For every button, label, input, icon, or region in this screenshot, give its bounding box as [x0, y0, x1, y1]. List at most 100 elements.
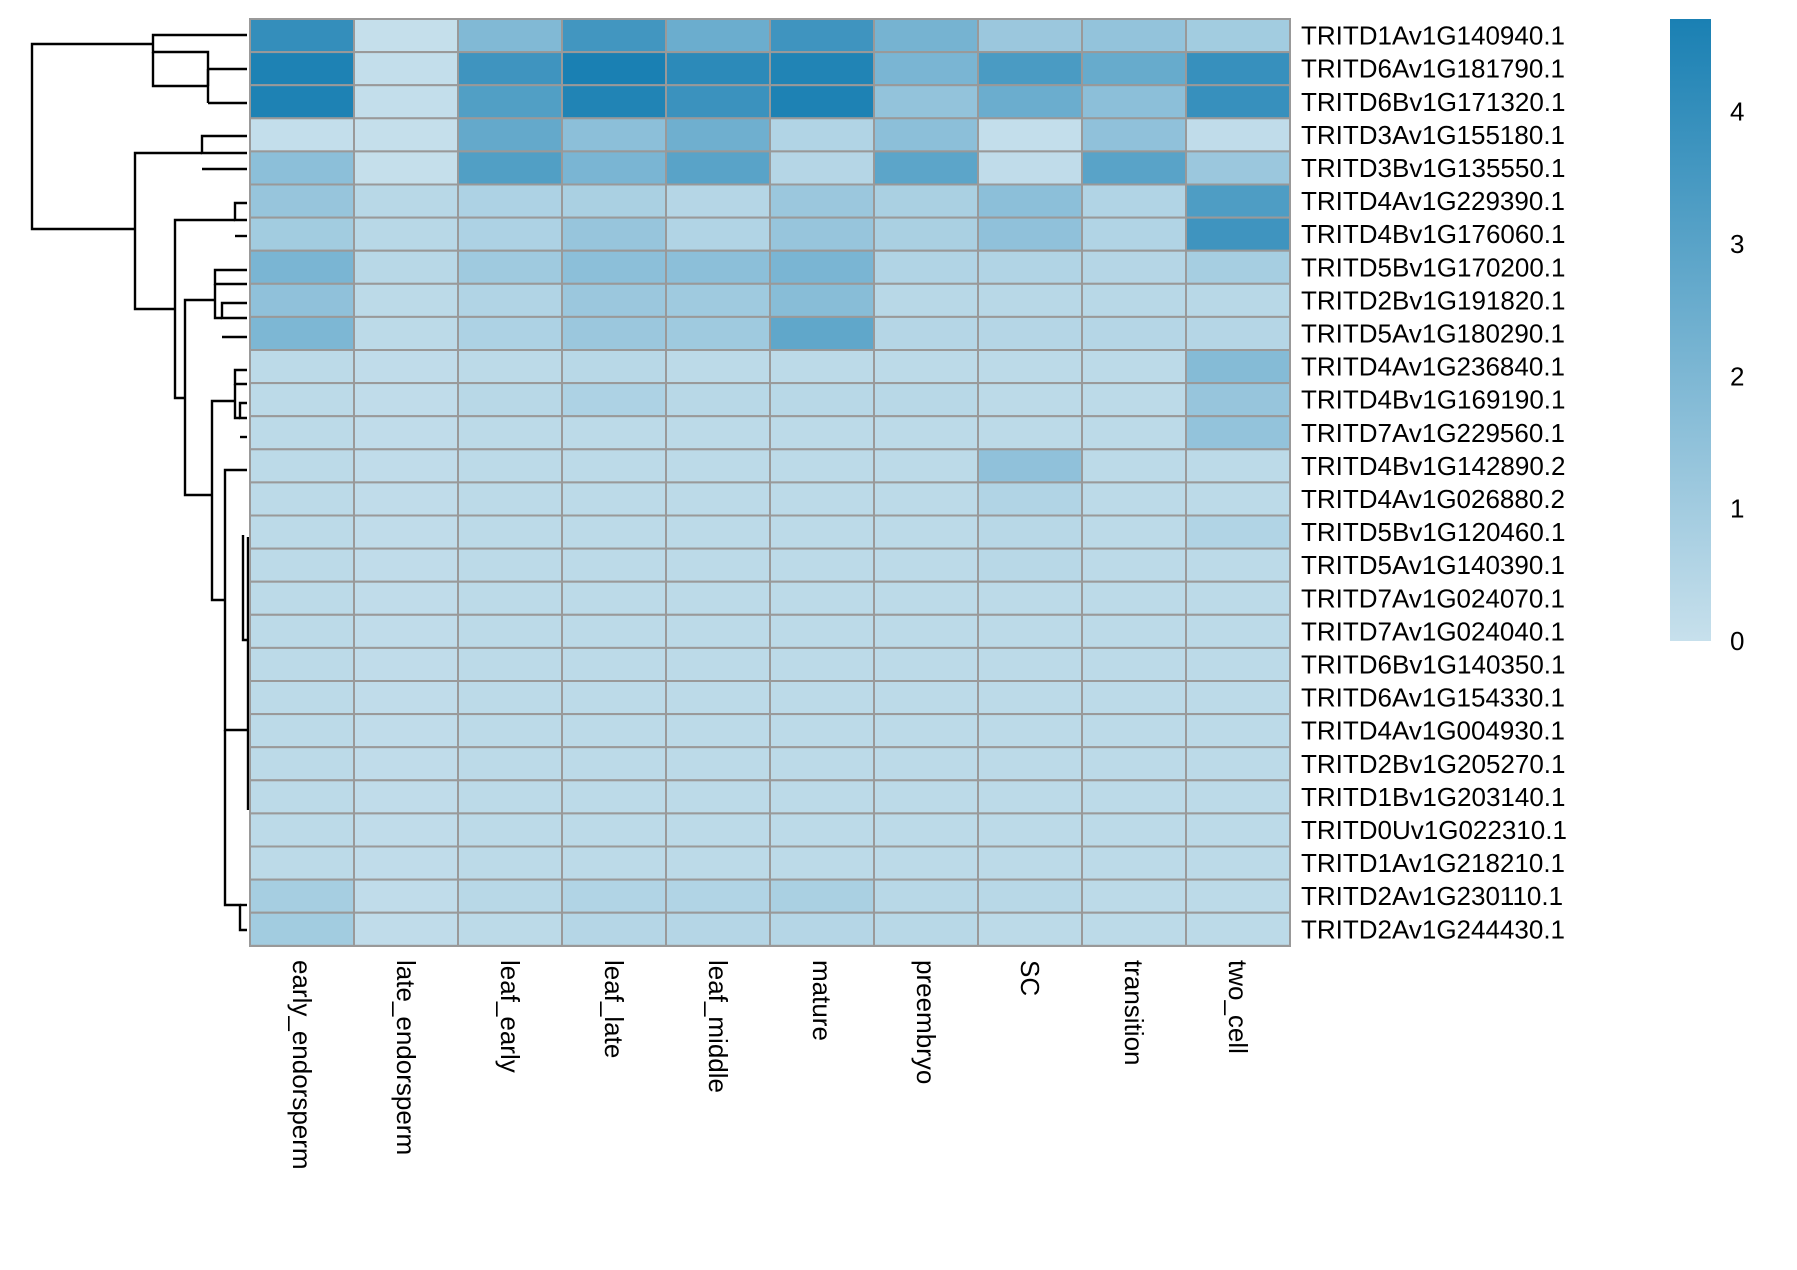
heatmap-cell — [561, 315, 667, 351]
heatmap-cell — [769, 448, 875, 484]
row-label: TRITD6Av1G181790.1 — [1301, 54, 1565, 84]
column-label: leaf_early — [495, 960, 525, 1073]
heatmap-cell — [1081, 680, 1187, 716]
heatmap-cell — [769, 51, 875, 87]
row-label: TRITD0Uv1G022310.1 — [1301, 815, 1567, 845]
heatmap-cell — [977, 282, 1083, 318]
heatmap-cell — [1185, 282, 1291, 318]
heatmap-cell — [249, 84, 355, 120]
heatmap-cell — [561, 547, 667, 583]
heatmap-cell — [977, 117, 1083, 153]
heatmap-cell — [665, 150, 771, 186]
heatmap-cell — [561, 382, 667, 418]
heatmap-cell — [769, 713, 875, 749]
heatmap-cell — [1185, 481, 1291, 517]
heatmap-cell — [457, 580, 563, 616]
heatmap-cell — [561, 349, 667, 385]
heatmap-cell — [977, 315, 1083, 351]
heatmap-cell — [665, 646, 771, 683]
heatmap-cell — [1081, 84, 1187, 120]
heatmap-cell — [977, 249, 1083, 285]
heatmap-cell — [457, 481, 563, 517]
row-label: TRITD5Bv1G120460.1 — [1301, 517, 1565, 547]
heatmap-cell — [353, 911, 459, 947]
row-label: TRITD2Av1G244430.1 — [1301, 914, 1565, 944]
row-label: TRITD4Av1G236840.1 — [1301, 352, 1565, 382]
heatmap-cell — [457, 680, 563, 716]
heatmap-cell — [665, 51, 771, 87]
heatmap-cell — [665, 481, 771, 517]
heatmap-cell — [457, 117, 563, 153]
heatmap-cell — [1081, 51, 1187, 87]
heatmap-cell — [665, 779, 771, 815]
heatmap-cell — [249, 415, 355, 451]
heatmap-cell — [769, 812, 875, 848]
row-label: TRITD7Av1G229560.1 — [1301, 418, 1565, 448]
column-label: transition — [1119, 960, 1149, 1066]
heatmap-cell — [353, 183, 459, 219]
heatmap-cell — [769, 382, 875, 418]
heatmap-cell — [249, 547, 355, 583]
heatmap-cell — [561, 282, 667, 318]
heatmap-cell — [249, 911, 355, 947]
heatmap-cell — [249, 646, 355, 683]
column-label: leaf_late — [599, 960, 629, 1058]
heatmap-cell — [457, 282, 563, 318]
heatmap-cell — [561, 911, 667, 947]
heatmap-cell — [873, 183, 979, 219]
heatmap-cell — [353, 249, 459, 285]
color-legend: 0 1 2 3 4 — [1670, 19, 1744, 656]
heatmap-cell — [1185, 216, 1291, 252]
heatmap-cell — [665, 746, 771, 782]
heatmap-cell — [769, 878, 875, 914]
heatmap-cell — [561, 713, 667, 749]
row-label: TRITD1Av1G218210.1 — [1301, 848, 1565, 878]
heatmap-cell — [353, 150, 459, 186]
heatmap-cell — [665, 812, 771, 848]
heatmap-cell — [1185, 646, 1291, 683]
heatmap-cell — [457, 845, 563, 881]
heatmap-cell — [873, 845, 979, 881]
heatmap-cell — [1081, 415, 1187, 451]
heatmap-cell — [457, 183, 563, 219]
row-label: TRITD1Bv1G203140.1 — [1301, 782, 1565, 812]
heatmap-cell — [769, 845, 875, 881]
heatmap-cell — [249, 448, 355, 484]
heatmap-cell — [977, 349, 1083, 385]
row-label: TRITD4Bv1G176060.1 — [1301, 219, 1565, 249]
heatmap-cell — [249, 812, 355, 848]
heatmap-cell — [873, 117, 979, 153]
heatmap-cell — [457, 18, 563, 54]
heatmap-frame — [249, 18, 1291, 947]
heatmap-cell — [561, 746, 667, 782]
heatmap-cell — [561, 448, 667, 484]
row-label: TRITD5Av1G140390.1 — [1301, 550, 1565, 580]
heatmap-cell — [353, 282, 459, 318]
heatmap-cell — [249, 878, 355, 914]
heatmap-cells — [249, 18, 1291, 947]
heatmap-cell — [665, 183, 771, 219]
heatmap-cell — [353, 812, 459, 848]
heatmap-cell — [353, 845, 459, 881]
heatmap-cell — [665, 84, 771, 120]
heatmap-cell — [769, 150, 875, 186]
heatmap-cell — [1081, 150, 1187, 186]
heatmap-cell — [1081, 746, 1187, 782]
heatmap-cell — [249, 18, 355, 54]
heatmap-cell — [665, 415, 771, 451]
heatmap-cell — [873, 18, 979, 54]
heatmap-cell — [769, 216, 875, 252]
heatmap-cell — [1185, 249, 1291, 285]
heatmap-cell — [1081, 117, 1187, 153]
heatmap-cell — [457, 779, 563, 815]
heatmap-cell — [1185, 315, 1291, 351]
row-label: TRITD4Bv1G142890.2 — [1301, 451, 1565, 481]
heatmap-cell — [977, 680, 1083, 716]
heatmap-cell — [873, 150, 979, 186]
heatmap-cell — [1081, 282, 1187, 318]
row-label: TRITD4Av1G229390.1 — [1301, 186, 1565, 216]
heatmap-cell — [353, 613, 459, 649]
heatmap-cell — [977, 382, 1083, 418]
heatmap-cell — [249, 349, 355, 385]
